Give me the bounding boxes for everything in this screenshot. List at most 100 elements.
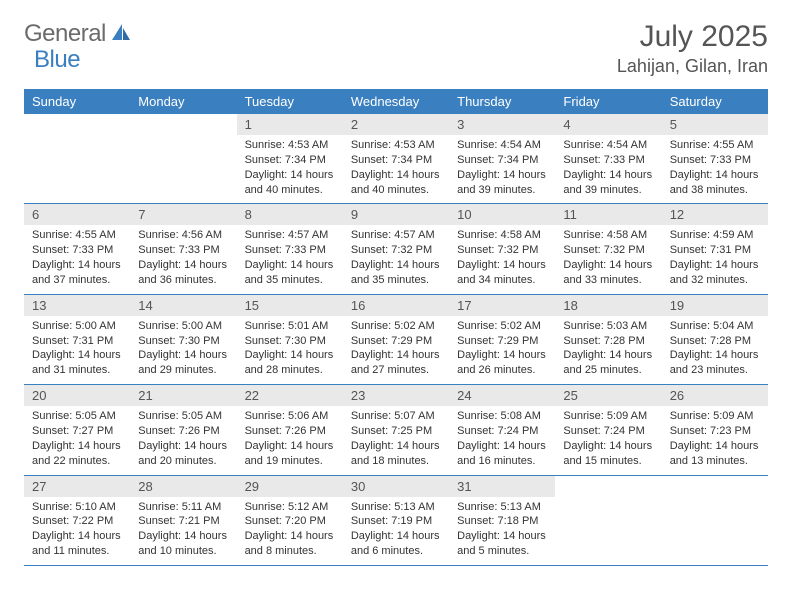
weekday-header: Sunday [24, 89, 130, 114]
daylight-text-2: and 38 minutes. [670, 183, 760, 198]
sunset-text: Sunset: 7:18 PM [457, 514, 547, 529]
sunset-text: Sunset: 7:26 PM [138, 424, 228, 439]
sunrise-text: Sunrise: 5:03 AM [563, 319, 653, 334]
location: Lahijan, Gilan, Iran [617, 56, 768, 77]
calendar-day-cell: 15Sunrise: 5:01 AMSunset: 7:30 PMDayligh… [237, 294, 343, 384]
day-number: 6 [24, 204, 130, 225]
daylight-text-1: Daylight: 14 hours [563, 258, 653, 273]
daylight-text-1: Daylight: 14 hours [32, 258, 122, 273]
calendar-day-cell: 3 Sunrise: 4:54 AMSunset: 7:34 PMDaylight… [449, 114, 555, 204]
day-content: Sunrise: 5:13 AMSunset: 7:19 PMDaylight:… [343, 497, 449, 565]
day-content: Sunrise: 5:12 AMSunset: 7:20 PMDaylight:… [237, 497, 343, 565]
sunrise-text: Sunrise: 5:05 AM [32, 409, 122, 424]
sunset-text: Sunset: 7:25 PM [351, 424, 441, 439]
day-content: Sunrise: 5:05 AMSunset: 7:27 PMDaylight:… [24, 406, 130, 474]
daylight-text-1: Daylight: 14 hours [670, 348, 760, 363]
day-number: 18 [555, 295, 661, 316]
daylight-text-2: and 35 minutes. [351, 273, 441, 288]
daylight-text-2: and 19 minutes. [245, 454, 335, 469]
day-number: 3 [449, 114, 555, 135]
logo-general: General [24, 20, 106, 48]
day-number: 11 [555, 204, 661, 225]
calendar-day-cell: 1Sunrise: 4:53 AMSunset: 7:34 PMDaylight… [237, 114, 343, 204]
daylight-text-1: Daylight: 14 hours [457, 168, 547, 183]
calendar-day-cell: 10Sunrise: 4:58 AMSunset: 7:32 PMDayligh… [449, 204, 555, 294]
day-number: 28 [130, 476, 236, 497]
sunrise-text: Sunrise: 4:55 AM [670, 138, 760, 153]
daylight-text-1: Daylight: 14 hours [670, 168, 760, 183]
day-number: 14 [130, 295, 236, 316]
sunrise-text: Sunrise: 4:54 AM [457, 138, 547, 153]
day-content: Sunrise: 4:59 AMSunset: 7:31 PMDaylight:… [662, 225, 768, 293]
daylight-text-2: and 22 minutes. [32, 454, 122, 469]
calendar-day-cell: 22Sunrise: 5:06 AMSunset: 7:26 PMDayligh… [237, 385, 343, 475]
daylight-text-2: and 29 minutes. [138, 363, 228, 378]
title-block: July 2025 Lahijan, Gilan, Iran [617, 20, 768, 77]
daylight-text-2: and 31 minutes. [32, 363, 122, 378]
sunrise-text: Sunrise: 4:53 AM [245, 138, 335, 153]
sunrise-text: Sunrise: 4:58 AM [563, 228, 653, 243]
daylight-text-1: Daylight: 14 hours [245, 439, 335, 454]
sunset-text: Sunset: 7:31 PM [670, 243, 760, 258]
weekday-header: Thursday [449, 89, 555, 114]
calendar-day-cell: . [555, 475, 661, 565]
sunrise-text: Sunrise: 4:57 AM [351, 228, 441, 243]
sunset-text: Sunset: 7:23 PM [670, 424, 760, 439]
daylight-text-2: and 40 minutes. [351, 183, 441, 198]
sunset-text: Sunset: 7:34 PM [457, 153, 547, 168]
calendar-day-cell: 9Sunrise: 4:57 AMSunset: 7:32 PMDaylight… [343, 204, 449, 294]
daylight-text-1: Daylight: 14 hours [32, 439, 122, 454]
calendar-day-cell: 19Sunrise: 5:04 AMSunset: 7:28 PMDayligh… [662, 294, 768, 384]
daylight-text-1: Daylight: 14 hours [563, 348, 653, 363]
sunset-text: Sunset: 7:21 PM [138, 514, 228, 529]
day-content: Sunrise: 4:53 AMSunset: 7:34 PMDaylight:… [343, 135, 449, 203]
sunset-text: Sunset: 7:24 PM [457, 424, 547, 439]
day-number: 2 [343, 114, 449, 135]
calendar-day-cell: 16Sunrise: 5:02 AMSunset: 7:29 PMDayligh… [343, 294, 449, 384]
sunrise-text: Sunrise: 5:02 AM [457, 319, 547, 334]
calendar-day-cell: 31Sunrise: 5:13 AMSunset: 7:18 PMDayligh… [449, 475, 555, 565]
daylight-text-2: and 18 minutes. [351, 454, 441, 469]
day-content: Sunrise: 5:03 AMSunset: 7:28 PMDaylight:… [555, 316, 661, 384]
day-number: 1 [237, 114, 343, 135]
sunset-text: Sunset: 7:33 PM [32, 243, 122, 258]
daylight-text-1: Daylight: 14 hours [351, 168, 441, 183]
day-content: Sunrise: 5:01 AMSunset: 7:30 PMDaylight:… [237, 316, 343, 384]
sunrise-text: Sunrise: 5:10 AM [32, 500, 122, 515]
day-number: 23 [343, 385, 449, 406]
day-number: 8 [237, 204, 343, 225]
day-number: 19 [662, 295, 768, 316]
sunrise-text: Sunrise: 5:04 AM [670, 319, 760, 334]
day-content: Sunrise: 5:07 AMSunset: 7:25 PMDaylight:… [343, 406, 449, 474]
day-content: Sunrise: 5:10 AMSunset: 7:22 PMDaylight:… [24, 497, 130, 565]
sunrise-text: Sunrise: 4:54 AM [563, 138, 653, 153]
day-number: 12 [662, 204, 768, 225]
sunrise-text: Sunrise: 5:09 AM [670, 409, 760, 424]
calendar-day-cell: 30Sunrise: 5:13 AMSunset: 7:19 PMDayligh… [343, 475, 449, 565]
daylight-text-1: Daylight: 14 hours [457, 258, 547, 273]
sunset-text: Sunset: 7:33 PM [138, 243, 228, 258]
day-number: 30 [343, 476, 449, 497]
sunset-text: Sunset: 7:32 PM [563, 243, 653, 258]
sunrise-text: Sunrise: 4:58 AM [457, 228, 547, 243]
day-number: 27 [24, 476, 130, 497]
day-number: 9 [343, 204, 449, 225]
sunset-text: Sunset: 7:33 PM [670, 153, 760, 168]
calendar-week-row: 27Sunrise: 5:10 AMSunset: 7:22 PMDayligh… [24, 475, 768, 565]
day-content: Sunrise: 5:13 AMSunset: 7:18 PMDaylight:… [449, 497, 555, 565]
daylight-text-1: Daylight: 14 hours [245, 348, 335, 363]
daylight-text-2: and 32 minutes. [670, 273, 760, 288]
sunset-text: Sunset: 7:34 PM [351, 153, 441, 168]
daylight-text-1: Daylight: 14 hours [457, 348, 547, 363]
daylight-text-2: and 5 minutes. [457, 544, 547, 559]
sunset-text: Sunset: 7:24 PM [563, 424, 653, 439]
day-number: 15 [237, 295, 343, 316]
sunrise-text: Sunrise: 5:13 AM [457, 500, 547, 515]
daylight-text-2: and 34 minutes. [457, 273, 547, 288]
sunrise-text: Sunrise: 5:06 AM [245, 409, 335, 424]
day-content: Sunrise: 5:11 AMSunset: 7:21 PMDaylight:… [130, 497, 236, 565]
daylight-text-2: and 35 minutes. [245, 273, 335, 288]
day-content: Sunrise: 5:09 AMSunset: 7:24 PMDaylight:… [555, 406, 661, 474]
sunrise-text: Sunrise: 4:56 AM [138, 228, 228, 243]
sunrise-text: Sunrise: 5:00 AM [32, 319, 122, 334]
